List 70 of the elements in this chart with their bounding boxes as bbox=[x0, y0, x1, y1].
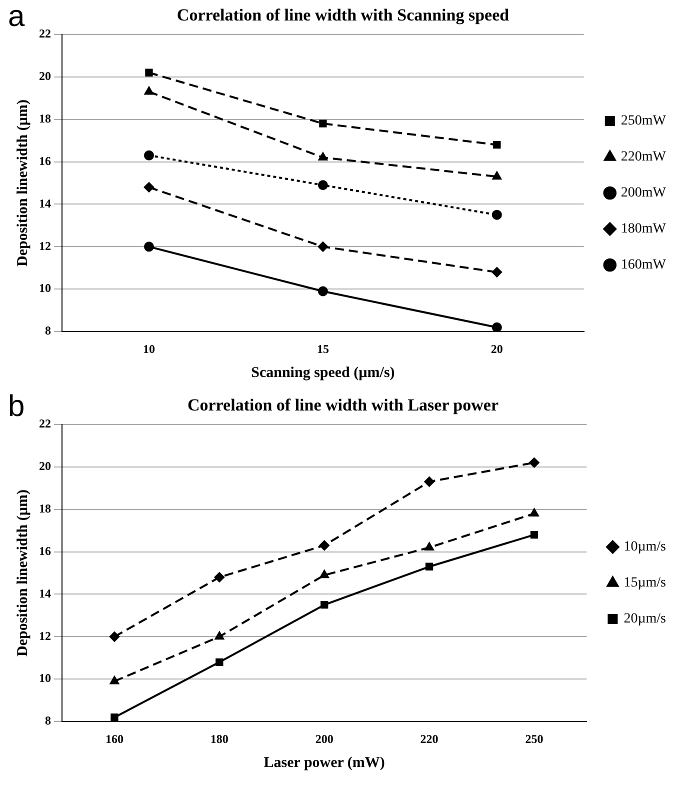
y-tick-label: 12 bbox=[39, 628, 51, 643]
y-tick-label: 20 bbox=[39, 458, 51, 473]
point bbox=[320, 570, 329, 578]
point bbox=[144, 182, 154, 192]
point bbox=[318, 180, 328, 190]
legend-label: 200mW bbox=[620, 186, 667, 201]
y-tick-label: 22 bbox=[39, 26, 51, 40]
point bbox=[530, 530, 538, 539]
y-tick-label: 16 bbox=[39, 544, 51, 558]
x-axis-title: Laser power (mW) bbox=[264, 754, 385, 771]
point bbox=[530, 508, 539, 517]
x-tick-label: 200 bbox=[315, 732, 334, 746]
point bbox=[214, 572, 224, 582]
y-axis-title: Deposition linewidth (µm) bbox=[14, 490, 31, 656]
point bbox=[109, 632, 120, 642]
legend-label: 10µm/s bbox=[624, 540, 666, 555]
x-tick-label: 160 bbox=[105, 732, 124, 746]
point bbox=[318, 242, 328, 252]
point bbox=[144, 86, 154, 95]
y-axis-title: Deposition linewidth (µm) bbox=[14, 100, 31, 266]
point bbox=[492, 210, 502, 220]
y-tick-label: 10 bbox=[39, 281, 51, 296]
x-tick-label: 180 bbox=[210, 732, 228, 746]
x-axis-title: Scanning speed (µm/s) bbox=[251, 364, 395, 381]
point bbox=[320, 601, 328, 609]
legend-label: 15µm/s bbox=[624, 576, 666, 591]
point bbox=[144, 150, 154, 160]
point bbox=[318, 152, 328, 161]
point bbox=[492, 322, 502, 332]
point bbox=[214, 632, 224, 640]
x-tick-label: 10 bbox=[142, 342, 155, 356]
legend-label: 20µm/s bbox=[624, 612, 666, 627]
chart-title: Correlation of line width with Scanning speed bbox=[176, 6, 510, 25]
point bbox=[318, 286, 328, 296]
point bbox=[110, 676, 119, 684]
text: b bbox=[8, 390, 25, 424]
y-tick-label: 14 bbox=[39, 196, 51, 210]
point bbox=[145, 68, 153, 76]
point bbox=[424, 476, 434, 487]
y-tick-label: 10 bbox=[39, 671, 51, 686]
point bbox=[110, 714, 118, 722]
point bbox=[492, 172, 502, 180]
point bbox=[425, 562, 434, 570]
point bbox=[319, 120, 327, 128]
point bbox=[529, 458, 540, 468]
y-tick-label: 12 bbox=[39, 238, 51, 253]
y-tick-label: 20 bbox=[39, 68, 51, 83]
legend-label: 160mW bbox=[620, 258, 667, 273]
y-tick-label: 8 bbox=[45, 324, 51, 338]
point bbox=[319, 540, 330, 550]
point bbox=[493, 140, 501, 149]
x-tick-label: 250 bbox=[525, 732, 544, 746]
legend-label: 250mW bbox=[620, 114, 667, 129]
y-tick-label: 16 bbox=[39, 154, 51, 168]
y-tick-label: 18 bbox=[39, 501, 51, 516]
point bbox=[424, 542, 434, 551]
y-tick-label: 22 bbox=[39, 416, 51, 430]
x-tick-label: 20 bbox=[490, 342, 503, 356]
x-tick-label: 15 bbox=[316, 342, 329, 356]
y-tick-label: 14 bbox=[39, 586, 51, 600]
y-tick-label: 18 bbox=[39, 111, 51, 126]
y-tick-label: 8 bbox=[45, 714, 51, 728]
point bbox=[492, 267, 502, 278]
legend-label: 180mW bbox=[620, 222, 667, 237]
x-tick-label: 220 bbox=[420, 732, 438, 746]
point bbox=[144, 242, 154, 252]
legend-label: 220mW bbox=[620, 150, 667, 165]
point bbox=[216, 658, 224, 666]
chart-title: Correlation of line width with Laser power bbox=[187, 396, 499, 415]
text: a bbox=[8, 0, 25, 34]
